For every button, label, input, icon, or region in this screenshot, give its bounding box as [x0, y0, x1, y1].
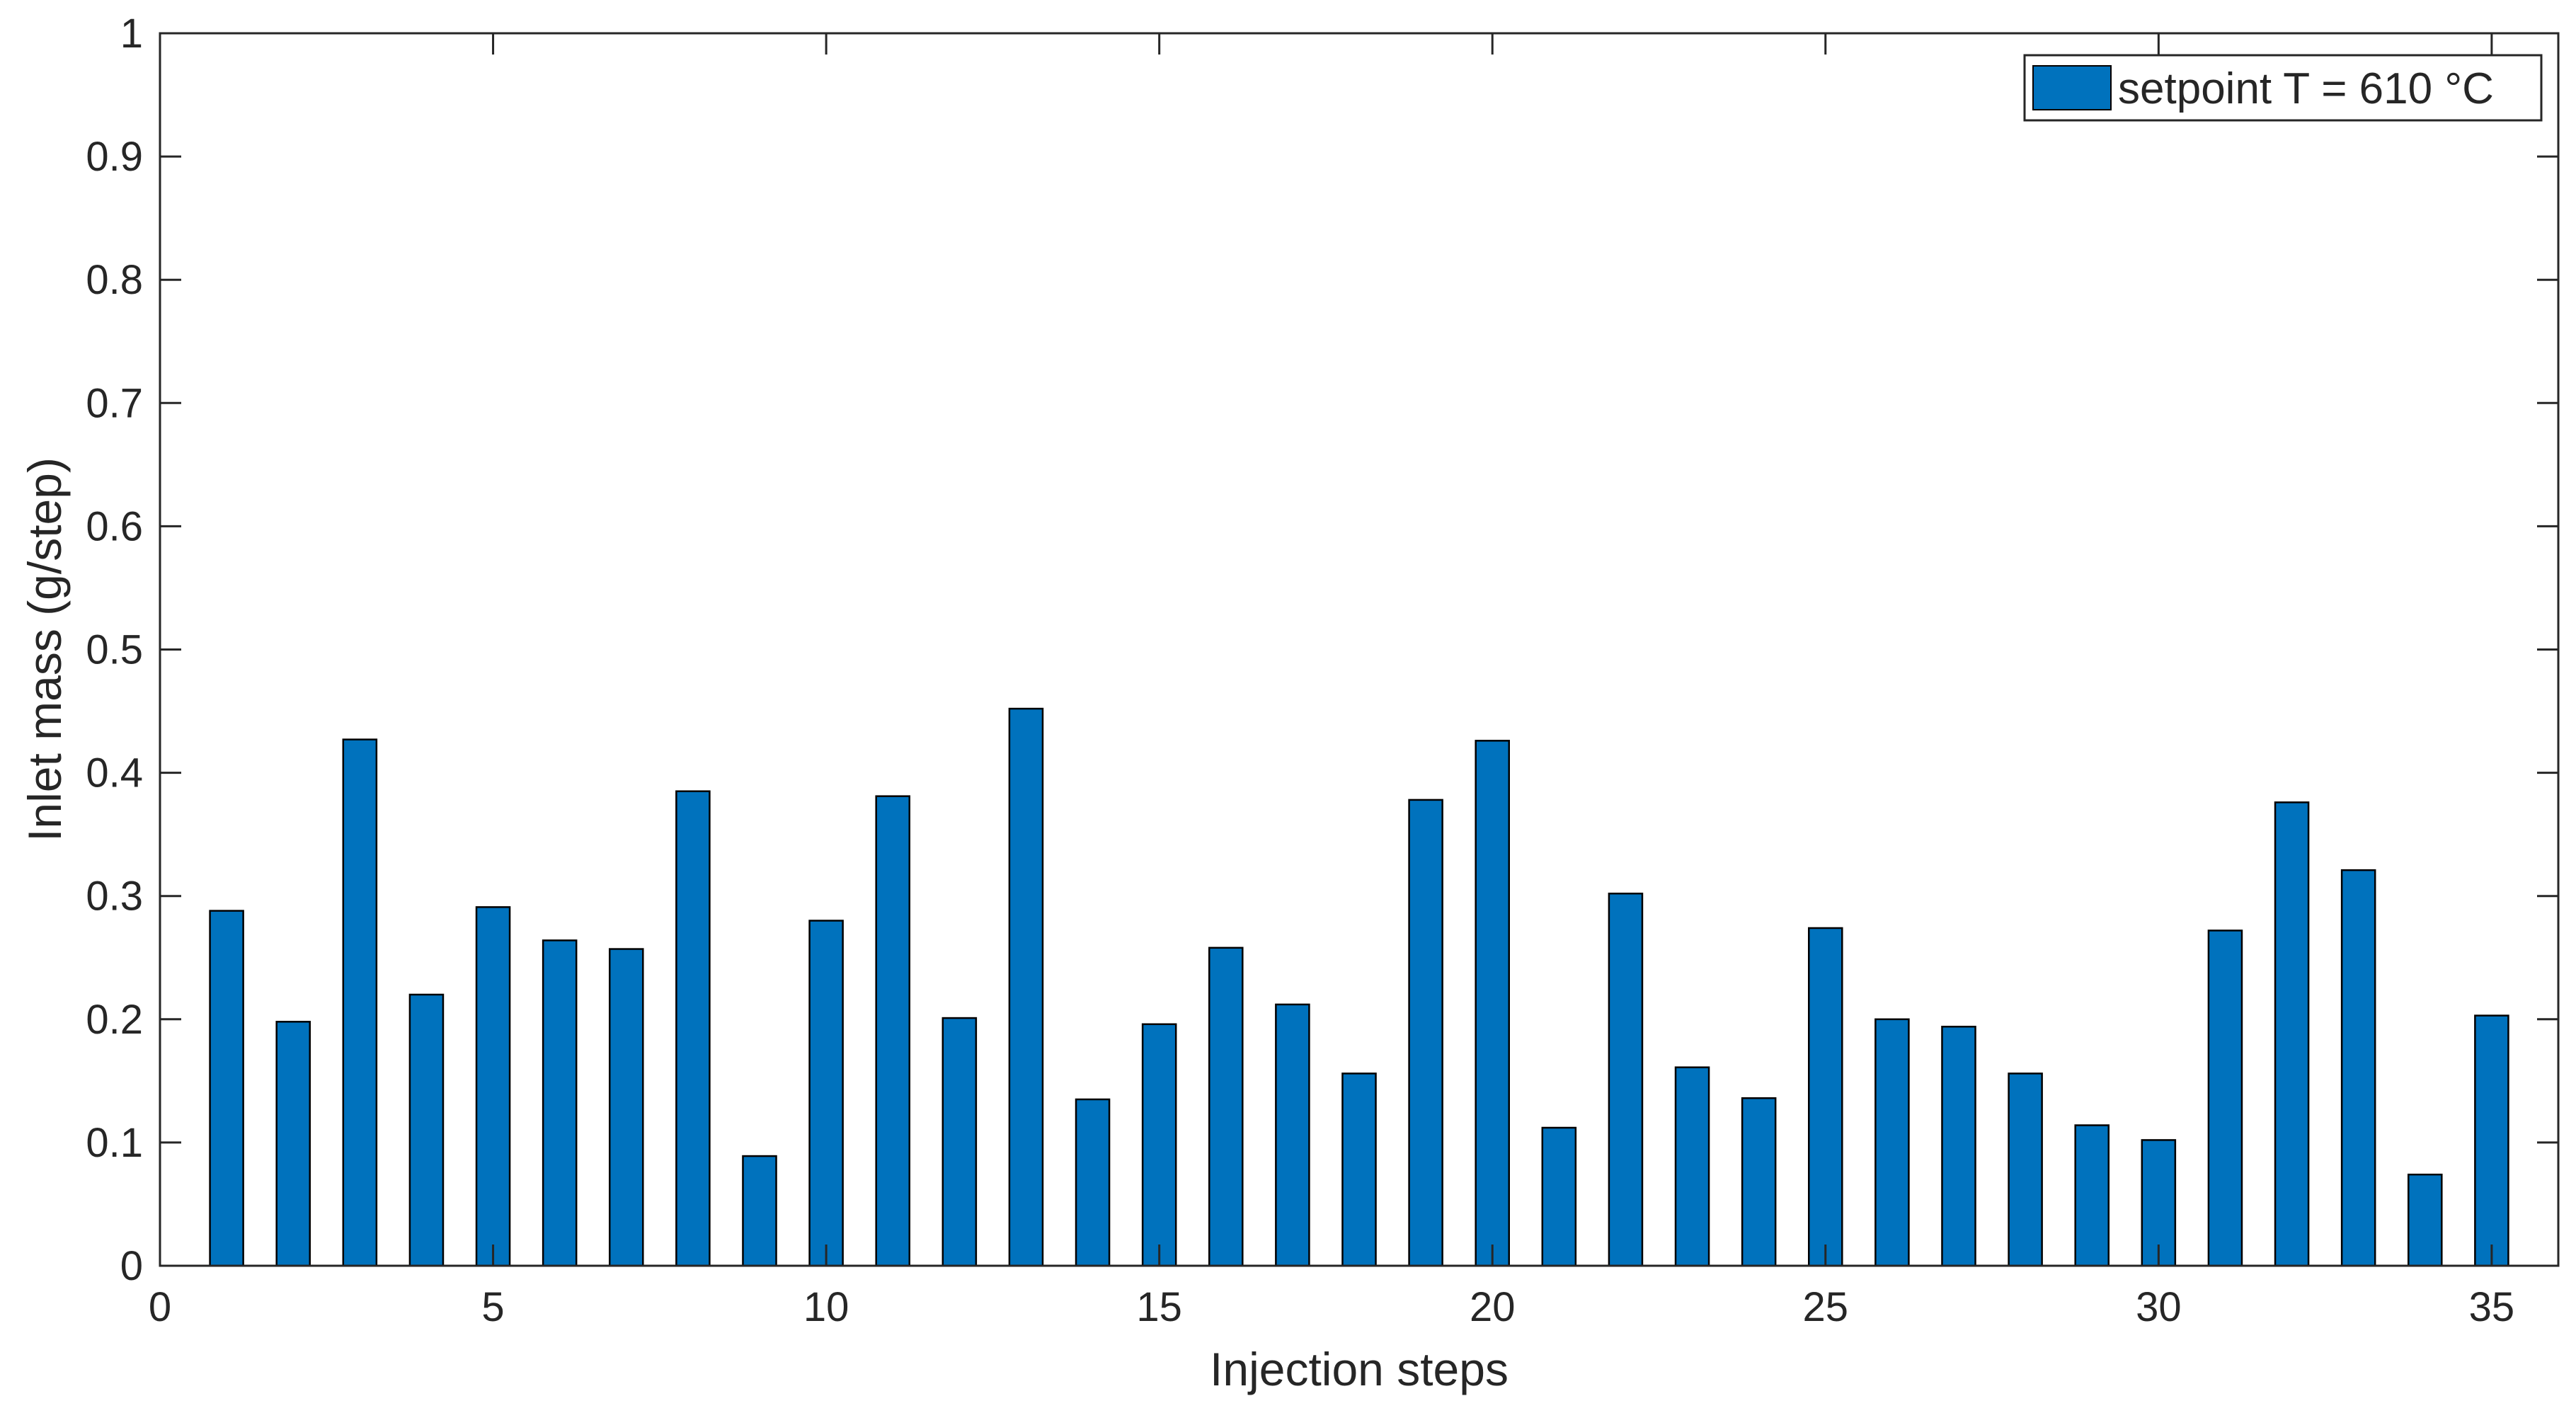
bar-27 [1941, 1025, 1976, 1267]
bar-29 [2074, 1124, 2110, 1267]
x-tick-label: 10 [803, 1284, 849, 1330]
bar-13 [1008, 707, 1044, 1267]
bar-15 [1141, 1023, 1177, 1267]
bar-22 [1608, 892, 1644, 1267]
x-tick-label: 0 [149, 1284, 171, 1330]
y-tick-label: 0.5 [86, 627, 143, 673]
bar-14 [1075, 1098, 1111, 1267]
bar-2 [275, 1021, 311, 1267]
bar-18 [1341, 1072, 1377, 1267]
legend: setpoint T = 610 °C [2023, 54, 2543, 122]
bar-33 [2340, 869, 2376, 1267]
y-axis-title: Inlet mass (g/step) [18, 457, 71, 842]
bar-26 [1874, 1018, 1910, 1267]
x-tick-label: 5 [481, 1284, 504, 1330]
bar-11 [875, 795, 911, 1267]
bar-5 [475, 906, 511, 1267]
bar-1 [209, 910, 244, 1267]
bar-21 [1541, 1126, 1577, 1267]
bar-23 [1674, 1066, 1710, 1267]
x-tick-label: 25 [1803, 1284, 1849, 1330]
bar-31 [2207, 929, 2243, 1267]
y-tick-label: 0.2 [86, 997, 143, 1043]
y-tick-label: 1 [120, 11, 143, 57]
bar-6 [542, 939, 578, 1267]
bar-3 [342, 738, 378, 1267]
legend-label: setpoint T = 610 °C [2118, 64, 2494, 113]
y-tick-label: 0.1 [86, 1120, 143, 1166]
bar-24 [1741, 1097, 1777, 1267]
y-tick-label: 0.4 [86, 750, 143, 796]
y-tick-label: 0.6 [86, 503, 143, 549]
bar-19 [1408, 799, 1443, 1267]
x-tick-label: 20 [1470, 1284, 1516, 1330]
x-tick-label: 30 [2136, 1284, 2182, 1330]
bar-10 [808, 920, 844, 1267]
bar-35 [2474, 1014, 2509, 1267]
bar-12 [941, 1017, 978, 1267]
bar-9 [742, 1155, 777, 1267]
bar-20 [1475, 740, 1510, 1267]
y-tick-label: 0.7 [86, 380, 143, 426]
bar-34 [2408, 1173, 2443, 1267]
x-axis-title: Injection steps [1210, 1343, 1509, 1395]
bar-16 [1208, 946, 1244, 1267]
y-tick-label: 0.9 [86, 134, 143, 180]
bar-17 [1275, 1003, 1310, 1267]
y-tick-label: 0.8 [86, 257, 143, 303]
x-tick-label: 15 [1136, 1284, 1182, 1330]
bar-7 [609, 948, 644, 1267]
bar-32 [2274, 801, 2310, 1267]
bar-28 [2008, 1072, 2043, 1267]
bar-4 [408, 993, 445, 1267]
bar-25 [1808, 927, 1843, 1267]
x-tick-label: 35 [2469, 1284, 2515, 1330]
bar-8 [675, 790, 711, 1267]
y-tick-label: 0.3 [86, 874, 143, 920]
ticks-layer: 0 5 10 15 20 25 30 35 0 0.1 0.2 0.3 0.4 0.5 0.6 0.7 0.8 0… [86, 11, 2558, 1330]
bars-layer [209, 707, 2509, 1267]
legend-swatch [2032, 65, 2112, 110]
y-tick-label: 0 [120, 1243, 143, 1289]
